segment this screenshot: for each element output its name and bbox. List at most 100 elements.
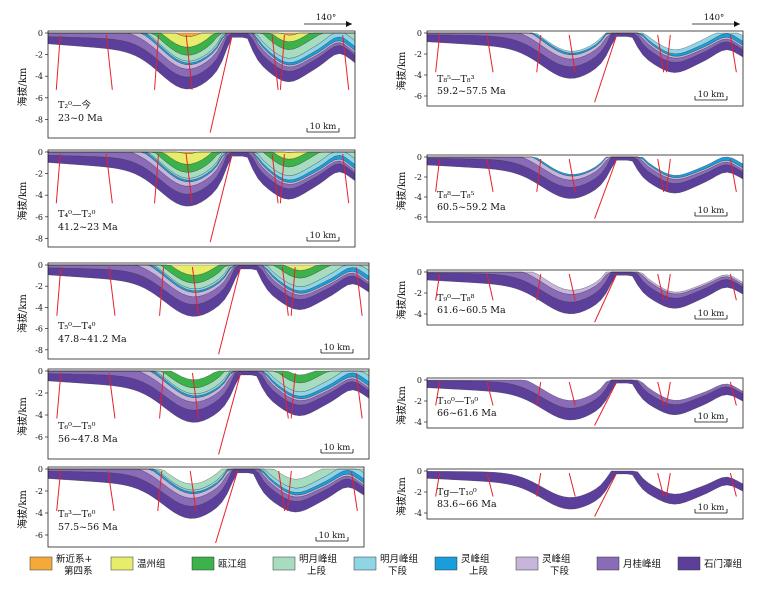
y-tick-label-9-2: -4 (414, 509, 422, 518)
fault-0-1 (105, 34, 113, 90)
fault-2-7 (355, 266, 363, 316)
panel-frame-2 (47, 262, 370, 360)
y-tick-label-1-0: 0 (38, 148, 43, 157)
fault-9-4 (594, 472, 618, 517)
age-label-7: 61.6~60.5 Ma (437, 305, 506, 316)
legend-label-5: 灵峰组 (461, 553, 490, 565)
legend-label-1: 温州组 (137, 558, 166, 570)
layer-9-0 (427, 470, 743, 510)
legend-swatch-2 (191, 556, 215, 571)
fault-8-7 (729, 381, 737, 406)
orientation-label-0: 140° (316, 13, 336, 23)
fault-3-0 (56, 372, 62, 419)
scale-bar-label-2: 10 km (324, 343, 351, 353)
fault-3-1 (108, 372, 116, 419)
layer-1-8 (48, 151, 355, 154)
fault-1-0 (55, 153, 61, 204)
layer-4-5 (48, 468, 364, 491)
fault-7-0 (435, 273, 441, 301)
panel-frame-9 (426, 468, 744, 520)
fault-2-5 (281, 266, 289, 316)
y-tick-label-3-3: -6 (35, 433, 43, 442)
legend-label-0: 新近系+ (56, 553, 92, 565)
age-label-3: 56~47.8 Ma (58, 434, 118, 445)
fault-6-5 (657, 158, 665, 192)
scale-bar-label-1: 10 km (310, 231, 337, 241)
legend-swatch-1 (110, 556, 134, 571)
scale-bar-label-3: 10 km (324, 443, 351, 453)
y-tick-label-4-2: -4 (35, 509, 43, 518)
panel-4: 0 -2 -4 -6 海拔/km T₈³—T₆⁰ 57.5~56 Ma 10 km (16, 465, 365, 548)
fault-5-5 (657, 34, 665, 73)
y-tick-label-5-0: 0 (417, 29, 422, 38)
fault-8-0 (435, 381, 441, 406)
fault-2-6 (290, 266, 296, 316)
y-tick-label-4-1: -2 (35, 487, 43, 496)
panel-frame-7 (426, 269, 744, 326)
y-tick-label-2-3: -6 (35, 325, 43, 334)
y-axis-label-8: 海拔/km (395, 386, 408, 425)
legend: 新近系+第四系温州组 瓯江组 明月峰组上段明月峰组下段灵峰组上段灵峰组下段月桂峰组石… (29, 553, 743, 577)
fault-8-4 (594, 381, 618, 426)
legend-label-8: 石门潭组 (704, 558, 743, 570)
y-tick-label-1-4: -8 (35, 234, 43, 243)
y-tick-label-9-0: 0 (417, 467, 422, 476)
y-tick-label-1-2: -4 (35, 191, 43, 200)
fault-4-1 (107, 470, 115, 512)
fault-0-4 (209, 34, 233, 133)
fault-7-1 (486, 273, 494, 301)
legend-label2-5: 上段 (469, 565, 489, 577)
fault-9-7 (729, 472, 737, 497)
fault-3-3 (191, 372, 199, 419)
age-label-1: 41.2~23 Ma (58, 222, 118, 233)
fault-9-6 (665, 472, 671, 497)
y-tick-label-6-3: -6 (414, 213, 422, 222)
fault-6-1 (486, 158, 494, 192)
layer-6-3 (427, 156, 743, 178)
scale-bar-label-6: 10 km (698, 206, 725, 216)
panel-frame-3 (47, 368, 370, 460)
y-tick-label-5-2: -4 (414, 71, 422, 80)
scale-bar-label-5: 10 km (698, 90, 725, 100)
y-tick-label-7-1: -2 (414, 289, 422, 298)
fault-8-2 (536, 381, 542, 406)
horizon-label-5: T₈⁵—T₈³ (437, 74, 475, 85)
horizon-label-9: Tg—T₁₀⁰ (437, 487, 477, 498)
panel-frame-1 (47, 149, 356, 248)
fault-1-3 (185, 153, 193, 204)
fault-0-5 (271, 34, 279, 90)
panel-frame-0 (47, 30, 356, 139)
fault-6-6 (665, 158, 671, 192)
panel-3: 0 -2 -4 -6 海拔/km T₆⁰—T₅⁰ 56~47.8 Ma 10 km (16, 367, 370, 460)
y-tick-label-2-2: -4 (35, 303, 43, 312)
layer-0-8 (48, 32, 355, 37)
fault-2-3 (191, 266, 199, 316)
horizon-label-0: T₂⁰—今 (58, 99, 91, 111)
legend-label-2: 瓯江组 (218, 558, 247, 570)
fault-2-0 (56, 266, 62, 316)
orientation-arrow-0: 140° (304, 13, 352, 27)
fault-3-2 (159, 372, 165, 419)
y-tick-label-2-4: -8 (35, 346, 43, 355)
legend-label-3: 明月峰组 (299, 553, 338, 565)
fault-4-5 (278, 470, 286, 512)
y-tick-label-0-0: 0 (38, 29, 43, 38)
y-tick-label-8-1: -2 (414, 397, 422, 406)
fault-4-4 (215, 470, 239, 544)
panel-frame-4 (47, 466, 365, 548)
fault-5-4 (594, 34, 618, 103)
panel-frame-6 (426, 154, 744, 223)
fault-0-7 (342, 34, 350, 90)
horizon-label-2: T₅⁰—T₄⁰ (58, 321, 96, 332)
age-label-9: 83.6~66 Ma (437, 499, 497, 510)
fault-6-2 (536, 158, 542, 192)
legend-label2-0: 第四系 (64, 565, 93, 577)
scale-bar-label-9: 10 km (698, 503, 725, 513)
fault-4-3 (189, 470, 197, 512)
y-tick-label-0-4: -8 (35, 115, 43, 124)
legend-swatch-4 (353, 556, 377, 571)
